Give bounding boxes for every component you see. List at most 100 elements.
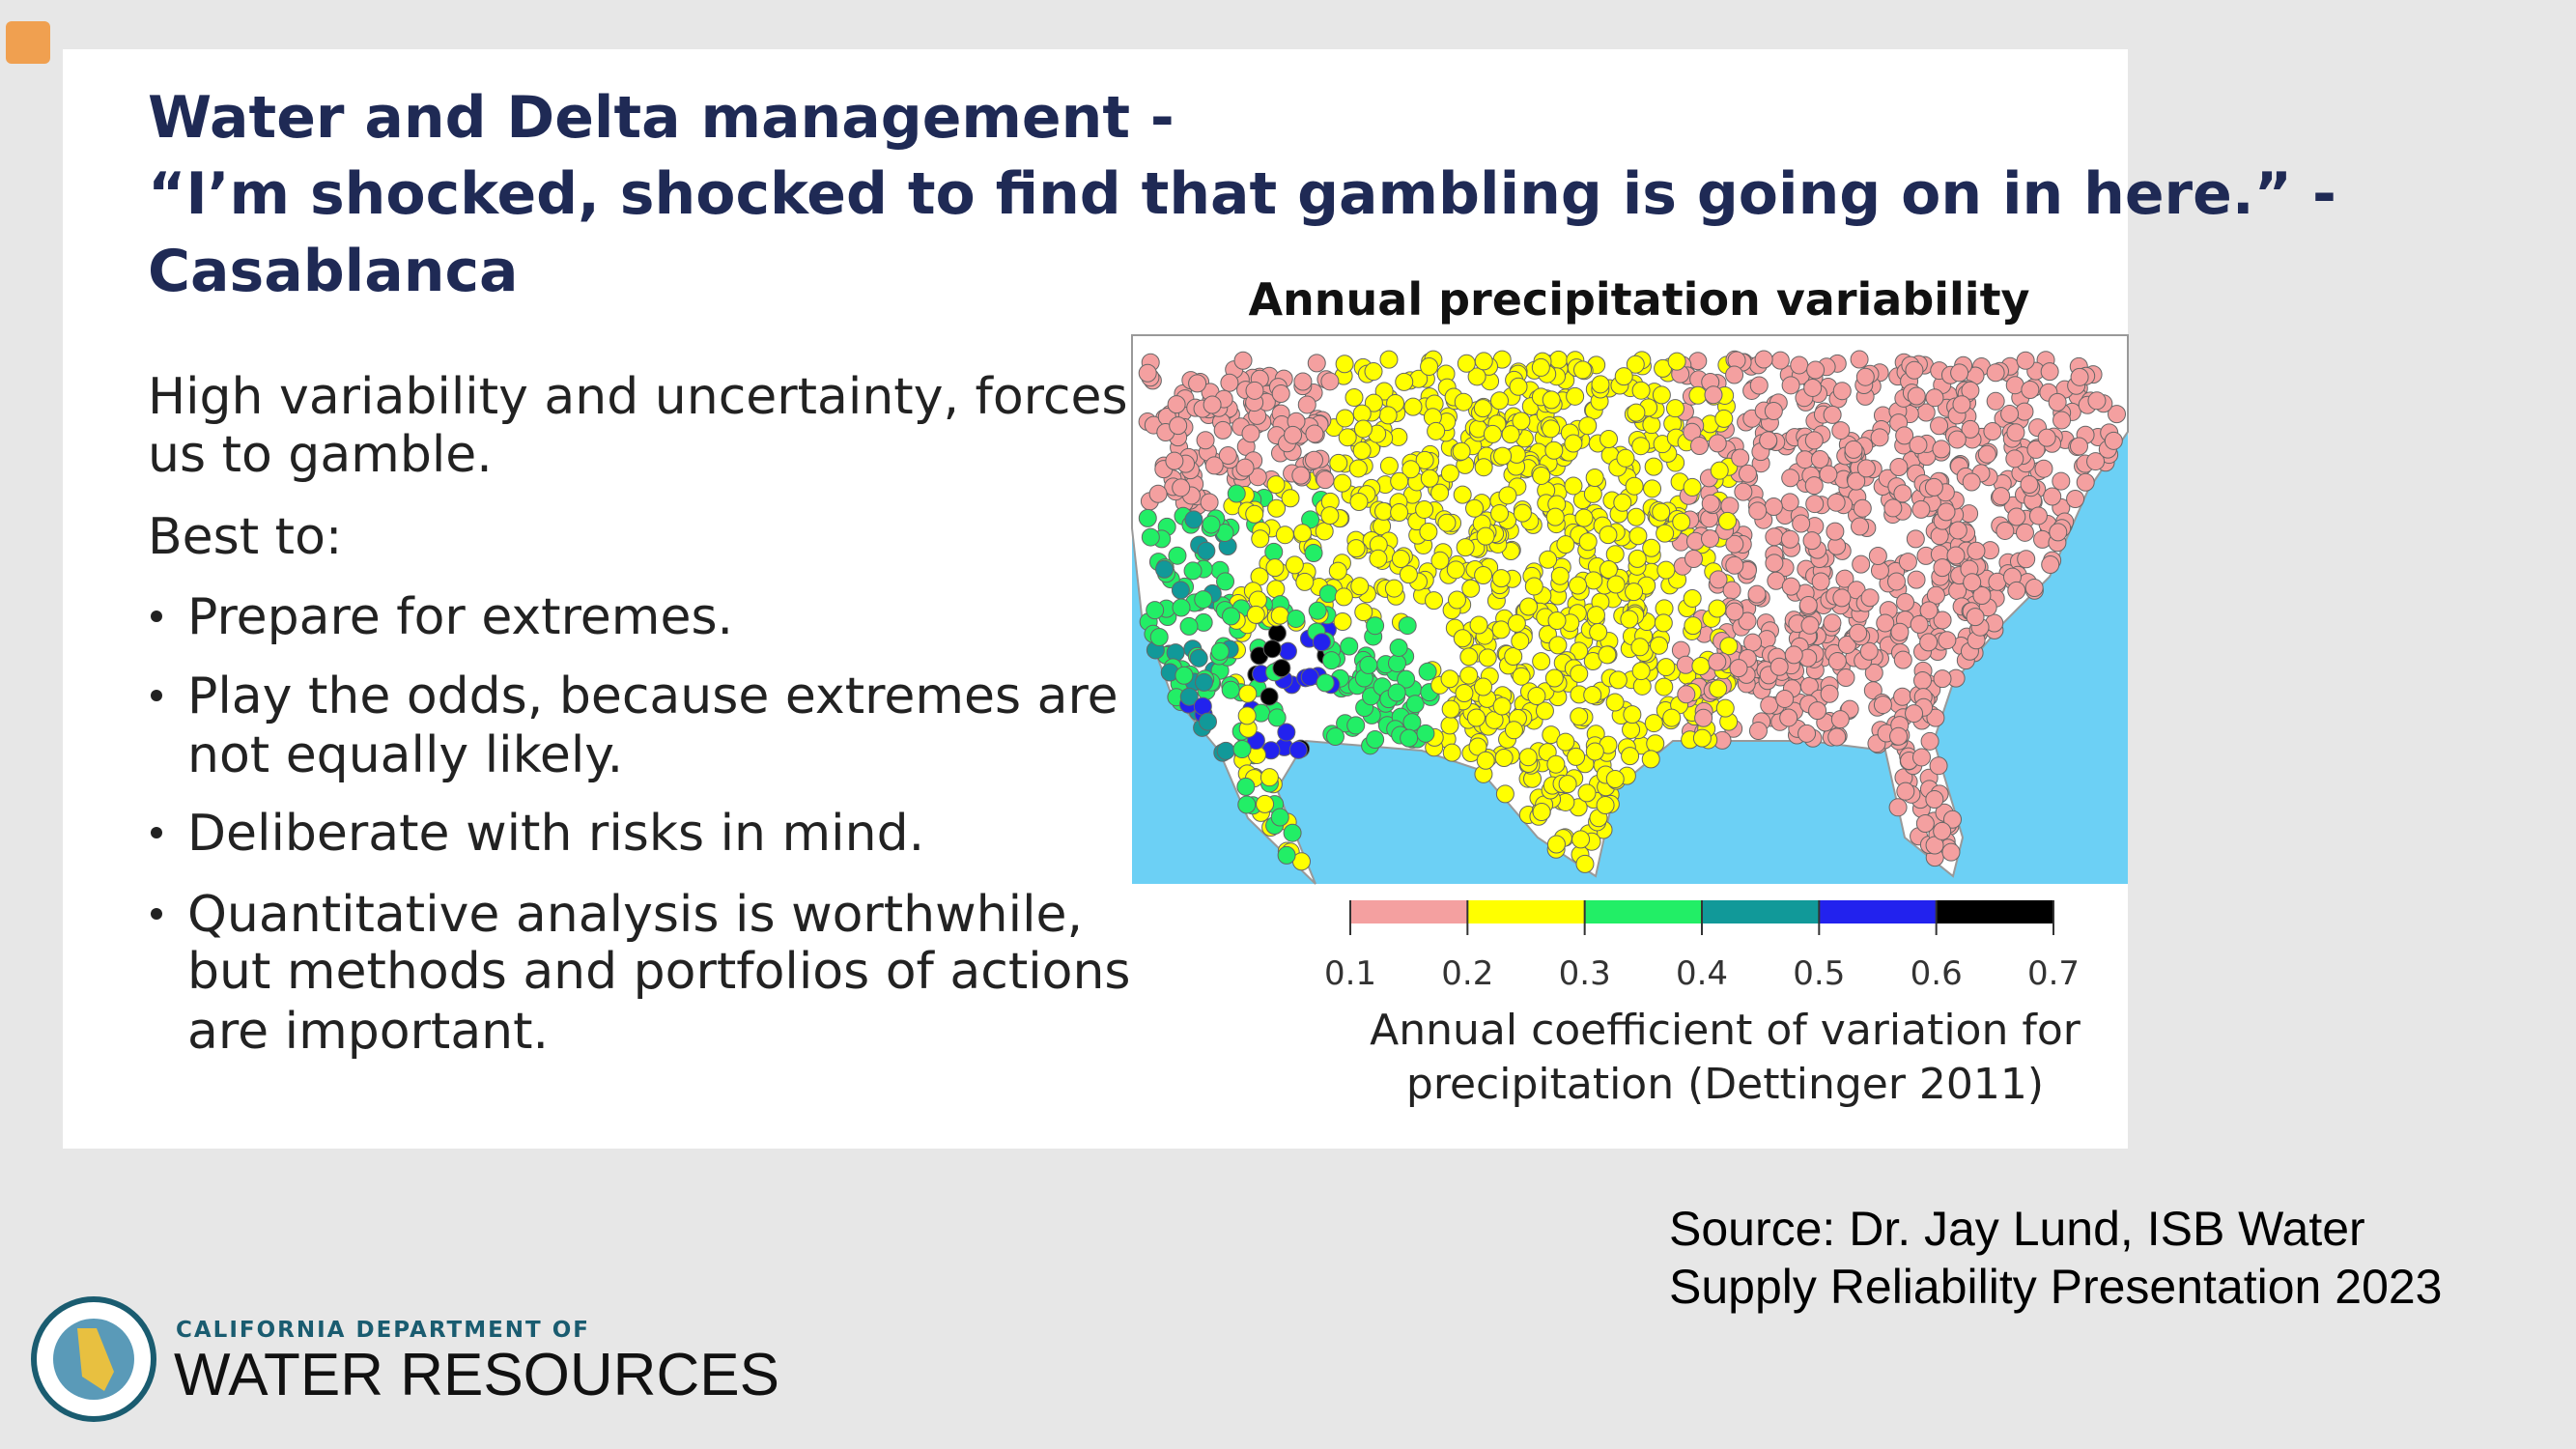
station-dot <box>1266 475 1286 495</box>
station-dot <box>1236 777 1256 796</box>
station-dot <box>1403 397 1423 416</box>
bullet-text: not equally likely. <box>187 726 623 784</box>
station-dot <box>1802 531 1822 551</box>
station-dot <box>1264 542 1284 561</box>
station-dot <box>1623 705 1642 724</box>
station-dot <box>1781 376 1800 395</box>
station-dot <box>1532 803 1551 822</box>
station-dot <box>1328 561 1347 581</box>
station-dot <box>1216 741 1235 760</box>
station-dot <box>1556 535 1575 554</box>
station-dot <box>1556 732 1575 752</box>
station-dot <box>1641 750 1660 769</box>
station-dot <box>2076 472 2095 492</box>
comment-icon[interactable] <box>6 21 50 64</box>
station-dot <box>2052 471 2071 491</box>
station-dot <box>1853 498 1872 518</box>
station-dot <box>1511 632 1530 651</box>
station-dot <box>1336 409 1355 428</box>
station-dot <box>1440 464 1459 483</box>
station-dot <box>1335 355 1354 374</box>
station-dot <box>1418 662 1437 681</box>
station-dot <box>1586 606 1605 625</box>
station-dot <box>1245 504 1264 524</box>
station-dot <box>1293 524 1313 543</box>
precipitation-map: 0.1 0.2 0.3 0.4 0.5 0.6 0.7 <box>1131 334 2129 993</box>
station-dot <box>1283 823 1302 842</box>
station-dot <box>1962 472 1981 492</box>
station-dot <box>1832 382 1852 401</box>
colorbar-tick-label: 0.3 <box>1559 954 1611 993</box>
station-dot <box>1222 607 1241 626</box>
colorbar-tick-label: 0.7 <box>2027 954 2080 993</box>
station-dot <box>1440 669 1459 689</box>
station-dot <box>2066 489 2085 508</box>
colorbar-swatch <box>1702 900 1820 923</box>
station-dot <box>1446 560 1465 580</box>
station-dot <box>1325 727 1345 747</box>
station-dot <box>1346 539 1366 558</box>
station-dot <box>1963 573 1982 592</box>
station-dot <box>1340 637 1359 656</box>
station-dot <box>2070 367 2089 386</box>
colorbar-tick-label: 0.6 <box>1911 954 1963 993</box>
station-dot <box>1893 484 1912 503</box>
station-dot <box>1667 352 1686 371</box>
station-dot <box>1366 616 1385 636</box>
station-dot <box>1909 436 1928 455</box>
station-dot <box>1913 670 1933 690</box>
station-dot <box>1194 590 1213 610</box>
station-dot <box>1808 701 1827 721</box>
station-dot <box>1769 657 1789 676</box>
station-dot <box>1300 668 1319 687</box>
station-dot <box>1585 469 1604 488</box>
station-dot <box>2021 380 2040 399</box>
bullet-dot <box>151 908 162 920</box>
station-dot <box>1896 781 1915 801</box>
figure-title: Annual precipitation variability <box>1248 273 2029 326</box>
station-dot <box>1652 385 1671 405</box>
station-dot <box>1193 696 1212 716</box>
station-dot <box>1415 499 1434 519</box>
station-dot <box>1570 707 1589 726</box>
station-dot <box>1494 749 1514 768</box>
station-dot <box>1348 459 1368 478</box>
station-dot <box>1924 477 1943 497</box>
station-dot <box>1573 360 1593 380</box>
source-text: Supply Reliability Presentation 2023 <box>1669 1260 2443 1314</box>
station-dot <box>1614 367 1633 386</box>
station-dot <box>1204 456 1224 475</box>
station-dot <box>1937 502 1956 522</box>
station-dot <box>1684 550 1703 569</box>
colorbar-tick-label: 0.1 <box>1324 954 1376 993</box>
station-dot <box>1823 613 1842 633</box>
station-dot <box>1425 591 1444 611</box>
station-dot <box>1197 541 1216 560</box>
station-dot <box>1672 512 1691 531</box>
station-dot <box>1827 651 1847 670</box>
station-dot <box>1395 372 1414 391</box>
station-dot <box>1765 527 1784 547</box>
station-dot <box>1399 565 1418 584</box>
station-dot <box>1832 588 1852 608</box>
station-dot <box>1627 403 1646 422</box>
station-dot <box>1441 699 1460 719</box>
station-dot <box>1656 524 1675 543</box>
station-dot <box>1764 402 1783 421</box>
station-dot <box>1183 561 1203 581</box>
station-dot <box>1202 515 1221 534</box>
station-dot <box>1890 622 1910 641</box>
station-dot <box>1749 376 1769 395</box>
station-dot <box>1165 451 1184 470</box>
station-dot <box>1738 464 1757 483</box>
station-dot <box>1353 419 1373 439</box>
station-dot <box>1338 428 1357 447</box>
station-dot <box>1148 484 1168 503</box>
station-dot <box>1983 421 2002 440</box>
station-dot <box>1329 453 1348 472</box>
logo <box>31 1296 156 1422</box>
station-dot <box>1138 363 1157 383</box>
station-dot <box>1512 412 1531 431</box>
station-dot <box>1524 577 1543 596</box>
